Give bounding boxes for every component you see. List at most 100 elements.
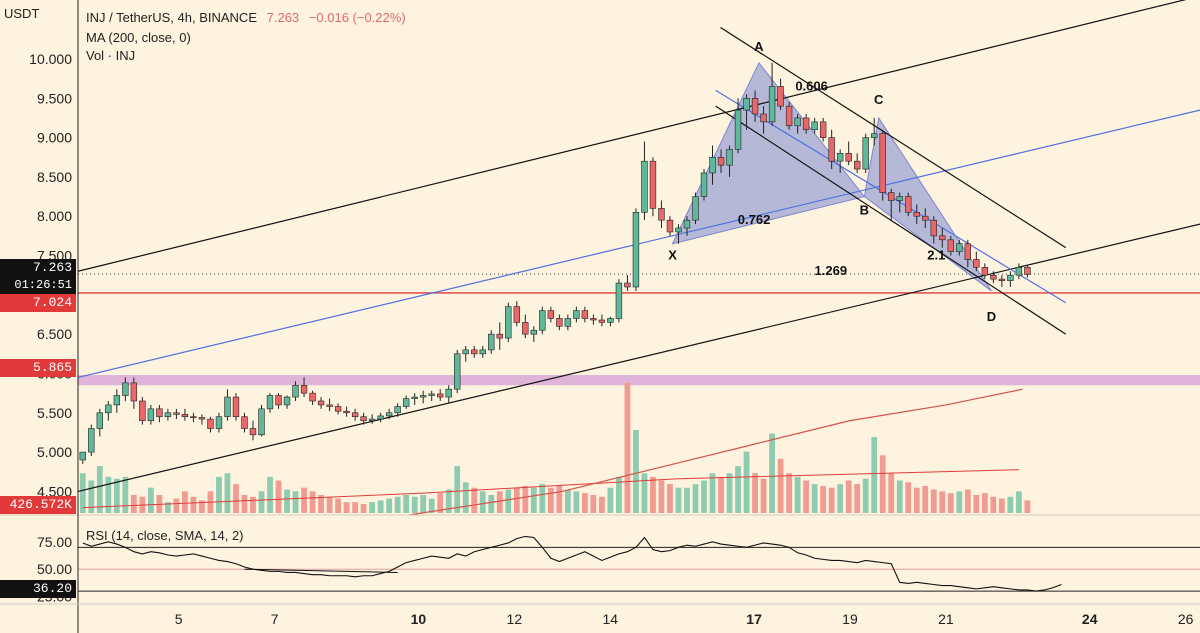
candle-body bbox=[828, 137, 835, 162]
volume-bar bbox=[445, 489, 452, 513]
candle bbox=[377, 412, 384, 423]
candle-body bbox=[300, 384, 308, 394]
candle-body bbox=[666, 219, 674, 233]
volume-bar bbox=[650, 476, 656, 513]
candle bbox=[147, 404, 155, 425]
volume-bar bbox=[386, 498, 393, 513]
volume-bar bbox=[684, 487, 690, 513]
volume-bar bbox=[352, 502, 359, 513]
price-unit-label: USDT bbox=[4, 6, 39, 21]
price-tick-label: 4.500 bbox=[37, 483, 72, 499]
volume-bar bbox=[888, 473, 895, 513]
candle bbox=[896, 192, 903, 213]
candle-body bbox=[956, 243, 963, 252]
candle-body bbox=[351, 412, 359, 418]
candle bbox=[811, 117, 818, 134]
candle bbox=[777, 78, 784, 111]
candle bbox=[871, 117, 878, 146]
last-price: 7.263 bbox=[266, 10, 300, 25]
candle bbox=[385, 408, 393, 420]
candle-body bbox=[598, 319, 606, 323]
symbol-title[interactable]: INJ / TetherUS, 4h, BINANCE bbox=[86, 10, 257, 25]
countdown-tag: 01:26:51 bbox=[0, 276, 76, 294]
candle-body bbox=[334, 406, 342, 412]
candle-body bbox=[377, 415, 384, 420]
volume-bar bbox=[786, 473, 793, 513]
candle-body bbox=[871, 133, 878, 138]
candle bbox=[471, 345, 478, 358]
candle bbox=[862, 133, 869, 173]
volume-bar bbox=[667, 484, 673, 513]
candle-body bbox=[258, 408, 265, 436]
volume-bar bbox=[871, 437, 878, 513]
candle-body bbox=[513, 306, 520, 323]
time-tick-label: 14 bbox=[602, 611, 618, 627]
candle bbox=[624, 275, 631, 291]
time-tick-label: 24 bbox=[1082, 611, 1098, 627]
candle bbox=[998, 275, 1006, 287]
volume-bar bbox=[224, 473, 231, 513]
volume-bar bbox=[1024, 500, 1031, 513]
volume-bar bbox=[752, 473, 758, 513]
candle-body bbox=[768, 86, 776, 123]
volume-tag: 426.572K bbox=[0, 496, 76, 514]
candle bbox=[283, 395, 291, 409]
candle bbox=[266, 393, 274, 413]
volume-bar bbox=[130, 494, 137, 513]
price-tick-label: 6.500 bbox=[37, 326, 72, 342]
volume-bar bbox=[258, 491, 265, 513]
volume-bar bbox=[633, 429, 639, 513]
pattern-label-a: A bbox=[754, 39, 764, 54]
volume-bar bbox=[488, 494, 495, 513]
volume-bar bbox=[284, 489, 290, 513]
time-tick-label: 26 bbox=[1178, 611, 1194, 627]
candle bbox=[130, 377, 138, 409]
candle bbox=[785, 102, 793, 130]
volume-bar bbox=[769, 433, 775, 513]
volume-bar bbox=[939, 491, 946, 513]
volume-bar bbox=[394, 496, 401, 513]
candle-body bbox=[419, 395, 427, 398]
price-tick-label: 9.500 bbox=[37, 90, 72, 106]
candle-body bbox=[275, 395, 282, 406]
rsi-legend[interactable]: RSI (14, close, SMA, 14, 2) bbox=[86, 528, 244, 543]
candle bbox=[828, 129, 835, 170]
volume-bar bbox=[675, 487, 682, 513]
candle bbox=[530, 326, 538, 343]
volume-bar bbox=[496, 491, 503, 513]
candle-body bbox=[607, 318, 614, 323]
volume-legend[interactable]: Vol · INJ bbox=[86, 48, 136, 63]
volume-bar bbox=[828, 487, 835, 513]
ma-legend[interactable]: MA (200, close, 0) bbox=[86, 30, 191, 45]
volume-bar bbox=[1015, 491, 1022, 513]
main-legend: INJ / TetherUS, 4h, BINANCE 7.263 −0.016… bbox=[86, 10, 406, 25]
ma200-line bbox=[408, 388, 1023, 516]
candle bbox=[845, 141, 852, 166]
candle-body bbox=[624, 282, 631, 288]
volume-bar bbox=[479, 491, 486, 513]
volume-bar bbox=[454, 466, 461, 513]
candle-body bbox=[496, 333, 503, 339]
volume-bar bbox=[335, 498, 341, 513]
volume-bar bbox=[743, 451, 750, 513]
candle-body bbox=[760, 113, 767, 123]
volume-bar bbox=[164, 502, 171, 513]
candle bbox=[428, 390, 435, 401]
candle-body bbox=[700, 172, 708, 197]
candle bbox=[402, 395, 410, 409]
candle bbox=[964, 239, 972, 268]
candle-body bbox=[88, 428, 95, 453]
candle bbox=[726, 145, 733, 177]
volume-bar bbox=[794, 476, 801, 513]
volume-bar bbox=[616, 476, 622, 513]
candle bbox=[743, 94, 750, 130]
volume-bar bbox=[879, 455, 886, 513]
candle-body bbox=[1024, 267, 1031, 275]
candle bbox=[751, 90, 759, 122]
candle-body bbox=[122, 382, 129, 396]
candle-body bbox=[777, 86, 784, 107]
candle bbox=[632, 208, 640, 291]
candle bbox=[488, 330, 495, 354]
volume-bar bbox=[658, 480, 665, 513]
